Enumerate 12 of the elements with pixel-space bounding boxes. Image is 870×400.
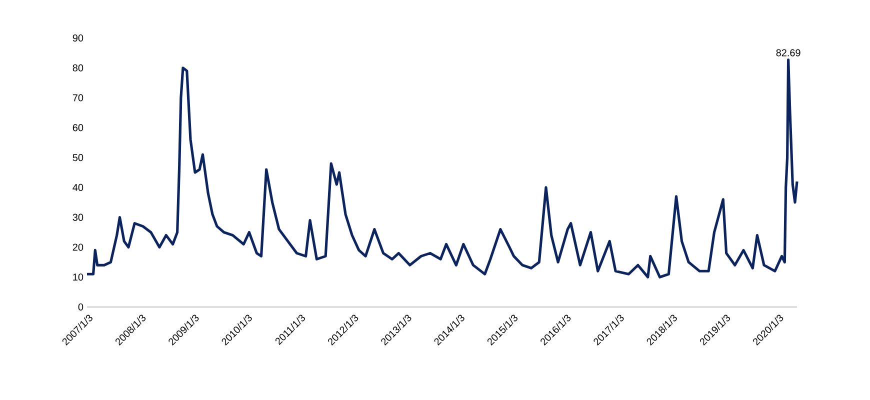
y-tick-label: 50	[72, 154, 84, 162]
y-tick-label: 90	[72, 34, 84, 42]
y-tick-label: 30	[72, 214, 84, 221]
y-tick-label: 20	[72, 244, 84, 251]
y-tick-label: 80	[72, 64, 84, 72]
line-series	[86, 58, 798, 278]
annotation: 82.69	[776, 49, 800, 56]
y-tick-label: 40	[72, 184, 84, 191]
y-tick-label: 60	[72, 124, 84, 132]
y-tick-label: 10	[73, 274, 84, 281]
y-tick-label: 70	[72, 94, 84, 102]
y-tick-label: 0	[78, 303, 84, 311]
